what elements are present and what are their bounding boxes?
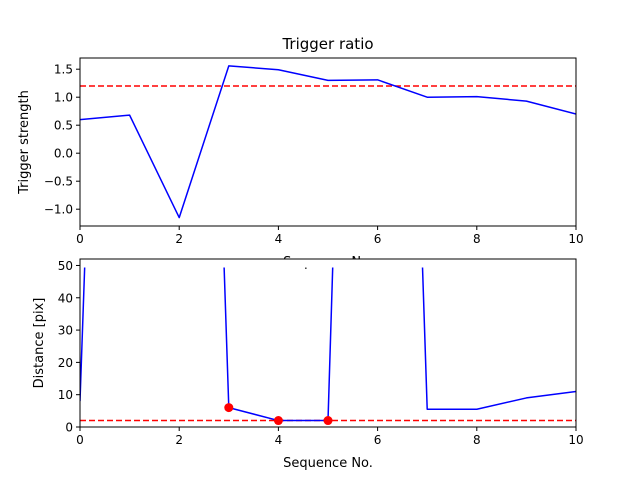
distance-plot: 0 2 4 6 8 10 0 10 20 30 40 50 Distance [pix] Sequen…: [32, 258, 584, 471]
y-axis-label: Trigger strength: [17, 90, 32, 195]
y-tick-label: 1.5: [54, 63, 73, 77]
x-tick-label: 0: [76, 232, 84, 246]
y-tick-label: 20: [58, 356, 73, 370]
data-point-marker: [224, 403, 234, 413]
y-tick-label: 50: [58, 259, 73, 273]
data-point-marker: [323, 416, 333, 426]
y-tick-label: 40: [58, 291, 73, 305]
y-tick-label: 10: [58, 388, 73, 402]
axis-ticks: 0 2 4 6 8 10 0 10 20 30 40 50: [58, 259, 584, 447]
axis-ticks: 0 2 4 6 8 10 −1.0 −0.5 0.0 0.5 1.0 1.5: [44, 63, 584, 246]
x-tick-label: 6: [374, 433, 382, 447]
x-tick-label: 4: [275, 232, 283, 246]
data-point-marker: [273, 416, 283, 426]
axes-frame: [79, 57, 577, 227]
x-tick-label: 2: [175, 232, 183, 246]
y-tick-label: 1.0: [54, 91, 73, 105]
plot-area: [80, 259, 576, 426]
series-line: [80, 65, 576, 219]
x-tick-label: 0: [76, 433, 84, 447]
x-tick-label: 2: [175, 433, 183, 447]
x-tick-label: 10: [568, 232, 583, 246]
chart-title: Trigger ratio: [281, 35, 373, 53]
x-axis-label: Sequence No.: [283, 456, 373, 471]
x-tick-label: 6: [374, 232, 382, 246]
x-tick-label: 4: [275, 433, 283, 447]
y-tick-label: 0.0: [54, 147, 73, 161]
y-axis-label: Distance [pix]: [32, 298, 47, 389]
x-tick-label: 8: [473, 232, 481, 246]
trigger-ratio-plot: Trigger ratio 0 2 4 6 8 10 −1.0 −0.5 0.0 0.5 1.0 1.…: [17, 35, 584, 246]
y-tick-label: −0.5: [44, 175, 73, 189]
axes-background: [80, 259, 576, 268]
x-tick-label: 8: [473, 433, 481, 447]
y-tick-label: 30: [58, 324, 73, 338]
y-tick-label: 0: [65, 421, 73, 435]
y-tick-label: 0.5: [54, 119, 73, 133]
x-tick-label: 10: [568, 433, 583, 447]
plot-area: [80, 65, 576, 219]
y-tick-label: −1.0: [44, 203, 73, 217]
series-line: [80, 259, 576, 422]
